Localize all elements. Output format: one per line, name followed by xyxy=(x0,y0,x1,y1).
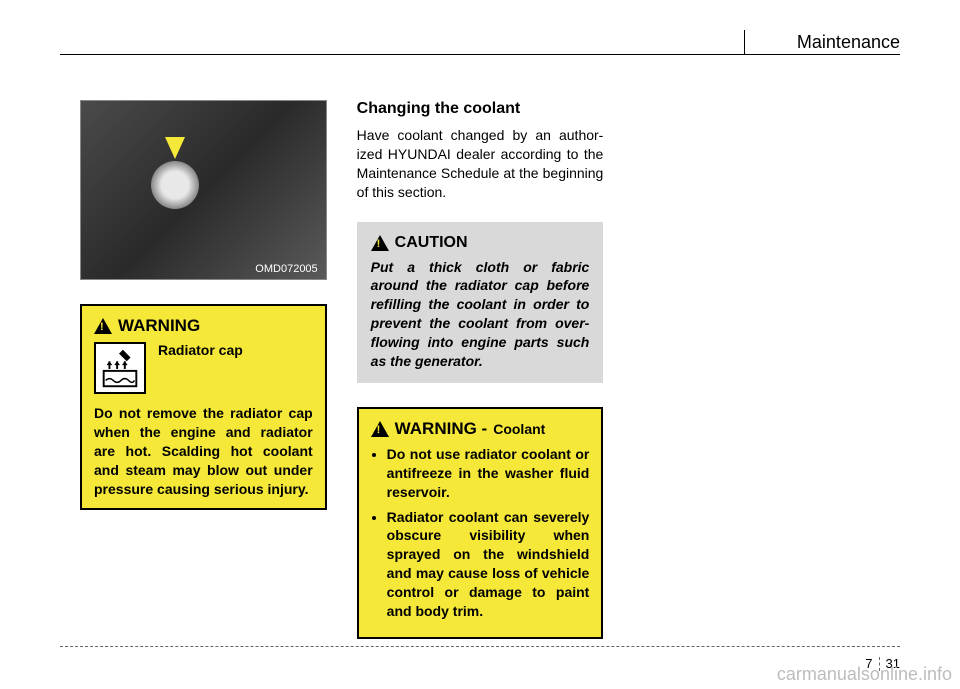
figure-code: OMD072005 xyxy=(255,263,317,275)
warning2-item: Radiator coolant can severely obscure vi… xyxy=(387,508,590,621)
caution-box: CAUTION Put a thick cloth or fabric arou… xyxy=(357,222,604,383)
engine-photo: OMD072005 xyxy=(80,100,327,280)
warning-body: Do not remove the radiator cap when the … xyxy=(94,404,313,498)
coolant-paragraph: Have coolant changed by an author-ized H… xyxy=(357,126,604,202)
coolant-heading: Changing the coolant xyxy=(357,100,604,118)
arrow-down-icon xyxy=(165,137,185,159)
pictogram-row: Radiator cap xyxy=(94,342,313,394)
warning2-item: Do not use radiator coolant or antifreez… xyxy=(387,445,590,502)
warning-coolant: WARNING - Coolant Do not use radiator co… xyxy=(357,407,604,639)
warning-subtitle: Radiator cap xyxy=(158,342,243,358)
radiator-cap-graphic xyxy=(151,161,199,209)
content-columns: OMD072005 WARNING xyxy=(80,100,880,639)
column-right: Changing the coolant Have coolant change… xyxy=(357,100,604,639)
warning-title: WARNING xyxy=(118,316,200,336)
warning2-triangle-icon xyxy=(371,421,389,437)
warning-radiator-cap: WARNING xyxy=(80,304,327,510)
warning-triangle-icon xyxy=(94,318,112,334)
header-divider xyxy=(744,30,745,54)
caution-triangle-icon xyxy=(371,235,389,251)
warning2-title: WARNING - xyxy=(395,419,488,439)
caution-title: CAUTION xyxy=(395,234,468,252)
column-spacer xyxy=(633,100,880,639)
warning2-header: WARNING - Coolant xyxy=(371,419,590,439)
footer-rule xyxy=(60,646,900,647)
manual-page: Maintenance OMD072005 WARNING xyxy=(0,0,960,689)
caution-header: CAUTION xyxy=(371,234,590,252)
section-title: Maintenance xyxy=(797,32,900,53)
steam-hazard-icon xyxy=(94,342,146,394)
header-rule xyxy=(60,54,900,55)
column-left: OMD072005 WARNING xyxy=(80,100,327,639)
warning2-list: Do not use radiator coolant or antifreez… xyxy=(371,445,590,621)
warning2-subtitle: Coolant xyxy=(493,421,545,437)
warning-header: WARNING xyxy=(94,316,313,336)
caution-body: Put a thick cloth or fabric around the r… xyxy=(371,258,590,371)
watermark: carmanualsonline.info xyxy=(777,664,952,685)
